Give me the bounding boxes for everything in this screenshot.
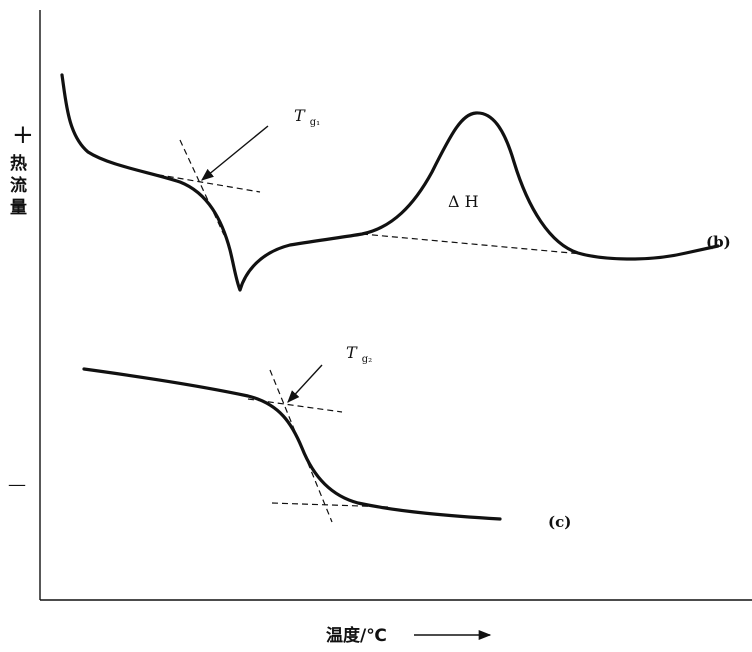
x-axis-label: 温度/℃ [326,625,387,646]
enthalpy-baseline [361,233,583,255]
tg2-label-main: T [346,343,358,362]
tg1-label-main: T [294,106,306,125]
tg1-label: T g₁ [294,106,320,128]
tg1-baseline-tangent [147,172,261,193]
y-axis-label-char-2: 流 [10,175,27,196]
curve-c [82,367,502,521]
y-axis-label-char-3: 量 [10,197,27,218]
tg2-pointer-arrow [287,364,323,403]
tg1-pointer-arrow [201,125,269,181]
tg1-label-subscript: g₁ [310,117,320,128]
delta-h-label: Δ H [448,192,479,211]
tg1-transition-tangent [179,139,225,236]
y-axis-plus-sign: + [12,120,34,150]
curve-b-label: (b) [706,233,731,251]
tg2-label-subscript: g₂ [362,354,372,365]
y-axis-minus-sign: — [8,474,26,495]
curve-b [60,73,720,292]
y-axis-label-char-1: 热 [10,153,27,174]
tg2-baseline-tangent [247,398,343,413]
curve-c-label: (c) [548,513,571,531]
tg2-label: T g₂ [346,343,372,365]
tg2-transition-tangent [269,369,333,523]
